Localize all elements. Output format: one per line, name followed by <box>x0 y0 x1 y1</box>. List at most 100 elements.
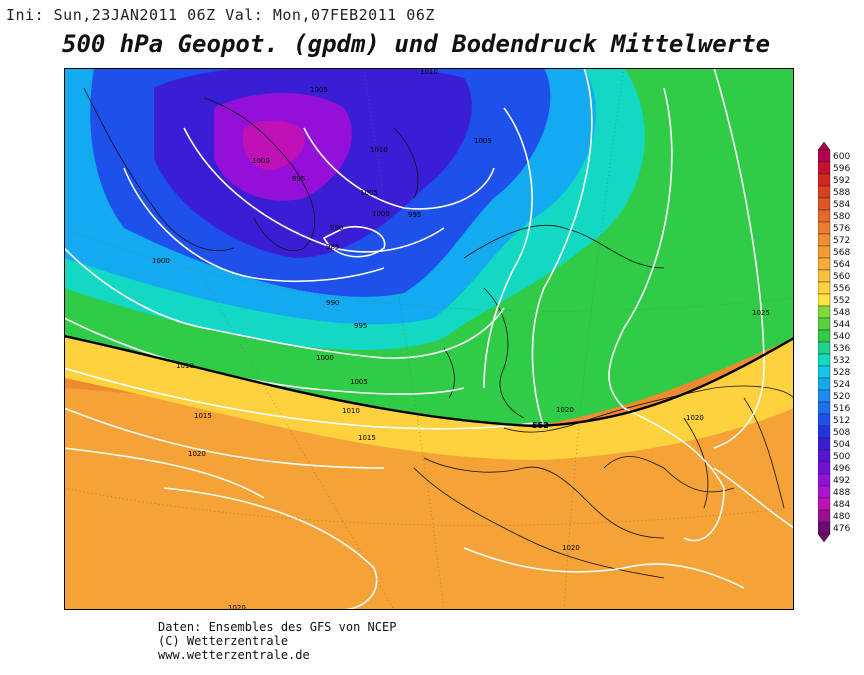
legend-label: 520 <box>833 392 850 402</box>
isobar-label: 1020 <box>228 604 246 610</box>
legend-label: 540 <box>833 332 850 342</box>
legend-swatch <box>818 389 831 403</box>
legend-swatch <box>818 329 831 343</box>
isobar-labels: 1010 1005 1010 1005 1000 995 1005 1000 9… <box>152 68 770 610</box>
legend-label: 596 <box>833 164 850 174</box>
credit-copyright: (C) Wetterzentrale <box>158 634 289 648</box>
isobar-label: 1025 <box>752 309 770 317</box>
isobar-label: 1010 <box>420 68 438 76</box>
isobar-label: 1000 <box>372 210 390 218</box>
legend-label: 544 <box>833 320 850 330</box>
legend-swatch <box>818 293 831 307</box>
legend-swatch <box>818 185 831 199</box>
legend-swatch <box>818 197 831 211</box>
legend-swatch <box>818 245 831 259</box>
legend-swatch <box>818 221 831 235</box>
color-legend: 600 596 592 588 584 580 576 572 568 564 560 556 552 5… <box>818 142 850 542</box>
isobar-label: 1000 <box>252 157 270 165</box>
legend-swatch <box>818 341 831 355</box>
isobars <box>64 68 794 610</box>
legend-swatch <box>818 437 831 451</box>
legend-swatch <box>818 509 831 523</box>
legend-top-arrow <box>818 142 831 151</box>
legend-label: 496 <box>833 464 850 474</box>
run-info: Ini: Sun,23JAN2011 06Z Val: Mon,07FEB201… <box>6 6 435 24</box>
coastlines <box>83 87 794 579</box>
isobar-label: 995 <box>354 322 367 330</box>
legend-swatch <box>818 473 831 487</box>
isobar-label: 995 <box>292 175 305 183</box>
legend-swatch <box>818 257 831 271</box>
legend-label: 532 <box>833 356 850 366</box>
legend-label: 564 <box>833 260 850 270</box>
legend-label: 560 <box>833 272 850 282</box>
legend-label: 484 <box>833 500 850 510</box>
legend-swatch <box>818 449 831 463</box>
legend-swatch <box>818 269 831 283</box>
isobar-label: 1020 <box>562 544 580 552</box>
legend-label: 504 <box>833 440 850 450</box>
legend-swatch <box>818 233 831 247</box>
legend-swatch <box>818 365 831 379</box>
legend-swatch <box>818 461 831 475</box>
weather-map: 1010 1005 1010 1005 1000 995 1005 1000 9… <box>64 68 794 610</box>
isobar-label: 1015 <box>194 412 212 420</box>
legend-swatch <box>818 161 831 175</box>
legend-swatch <box>818 149 831 163</box>
legend-swatch <box>818 521 831 535</box>
legend-label: 600 <box>833 152 850 162</box>
legend-label: 488 <box>833 488 850 498</box>
legend-label: 492 <box>833 476 850 486</box>
legend-swatch <box>818 377 831 391</box>
legend-label: 548 <box>833 308 850 318</box>
isobar-label: 990 <box>326 299 339 307</box>
isobar-label: 990 <box>330 224 343 232</box>
legend-swatch <box>818 425 831 439</box>
isobar-label: 1020 <box>686 414 704 422</box>
isobar-label: 1000 <box>316 354 334 362</box>
legend-swatch <box>818 485 831 499</box>
isobar-label: 1020 <box>188 450 206 458</box>
legend-label: 552 <box>833 296 850 306</box>
legend-bottom-arrow <box>818 533 831 542</box>
legend-label: 508 <box>833 428 850 438</box>
isobar-label: 1005 <box>310 86 328 94</box>
field-yellow-band <box>64 336 794 460</box>
legend-label: 556 <box>833 284 850 294</box>
chart-title: 500 hPa Geopot. (gpdm) und Bodendruck Mi… <box>62 30 771 58</box>
legend-swatch <box>818 497 831 511</box>
isobar-label: 1000 <box>152 257 170 265</box>
isobar-label: 1010 <box>370 146 388 154</box>
legend-label: 584 <box>833 200 850 210</box>
isobar-label: 1010 <box>176 362 194 370</box>
isobar-label: 552 <box>532 421 549 430</box>
credit-website[interactable]: www.wetterzentrale.de <box>158 648 310 662</box>
isobar-label: 1020 <box>556 406 574 414</box>
legend-label: 576 <box>833 224 850 234</box>
legend-swatch <box>818 413 831 427</box>
legend-swatch <box>818 317 831 331</box>
legend-swatch <box>818 401 831 415</box>
isobar-label: 1005 <box>350 378 368 386</box>
credits: Daten: Ensembles des GFS von NCEP (C) We… <box>158 620 396 662</box>
legend-label: 524 <box>833 380 850 390</box>
isobar-label: 995 <box>408 211 421 219</box>
graticule <box>64 68 794 610</box>
isobar-label: 1010 <box>342 407 360 415</box>
legend-swatch <box>818 305 831 319</box>
legend-swatch <box>818 281 831 295</box>
legend-label: 480 <box>833 512 850 522</box>
legend-label: 528 <box>833 368 850 378</box>
legend-label: 500 <box>833 452 850 462</box>
legend-label: 592 <box>833 176 850 186</box>
legend-swatch <box>818 209 831 223</box>
legend-label: 536 <box>833 344 850 354</box>
legend-label: 572 <box>833 236 850 246</box>
contour-552 <box>64 334 794 428</box>
legend-swatch <box>818 173 831 187</box>
legend-label: 580 <box>833 212 850 222</box>
legend-label: 588 <box>833 188 850 198</box>
legend-label: 516 <box>833 404 850 414</box>
credit-data-source: Daten: Ensembles des GFS von NCEP <box>158 620 397 634</box>
legend-swatch <box>818 353 831 367</box>
